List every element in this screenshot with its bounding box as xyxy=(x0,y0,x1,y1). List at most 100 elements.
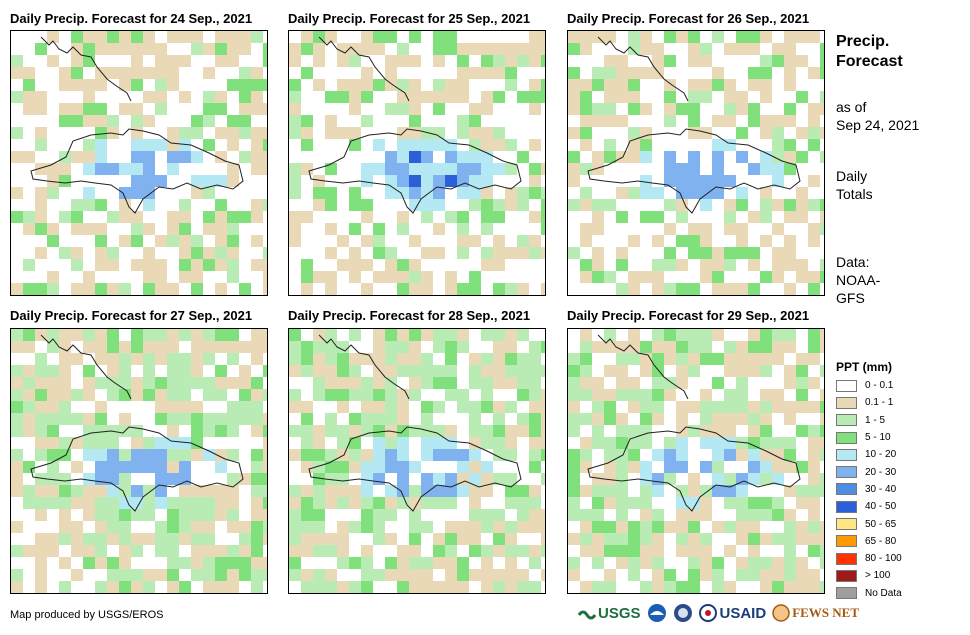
grid-cell xyxy=(409,79,421,91)
grid-cell xyxy=(592,389,604,401)
grid-cell xyxy=(263,223,267,235)
grid-cell xyxy=(481,353,493,365)
grid-cell xyxy=(251,211,263,223)
grid-cell xyxy=(131,509,143,521)
grid-cell xyxy=(592,271,604,283)
grid-cell xyxy=(604,55,616,67)
grid-cell xyxy=(263,55,267,67)
grid-cell xyxy=(568,259,580,271)
grid-cell xyxy=(313,283,325,295)
grid-cell xyxy=(724,437,736,449)
grid-cell xyxy=(95,199,107,211)
grid-cell xyxy=(107,341,119,353)
grid-cell xyxy=(263,187,267,199)
grid-cell xyxy=(385,139,397,151)
grid-cell xyxy=(517,31,529,43)
grid-cell xyxy=(616,365,628,377)
grid-cell xyxy=(337,329,349,341)
grid-cell xyxy=(604,329,616,341)
grid-cell xyxy=(664,175,676,187)
grid-cell xyxy=(155,283,167,295)
grid-cell xyxy=(143,31,155,43)
grid-cell xyxy=(167,163,179,175)
grid-cell xyxy=(493,175,505,187)
grid-cell xyxy=(409,545,421,557)
grid-cell xyxy=(433,389,445,401)
grid-cell xyxy=(107,365,119,377)
grid-cell xyxy=(760,341,772,353)
grid-cell xyxy=(517,521,529,533)
grid-cell xyxy=(676,163,688,175)
grid-cell xyxy=(481,163,493,175)
grid-cell xyxy=(640,497,652,509)
grid-cell xyxy=(349,377,361,389)
grid-cell xyxy=(493,569,505,581)
grid-cell xyxy=(59,497,71,509)
grid-cell xyxy=(59,389,71,401)
grid-cell xyxy=(628,187,640,199)
grid-cell xyxy=(652,127,664,139)
grid-cell xyxy=(179,329,191,341)
grid-cell xyxy=(760,509,772,521)
grid-cell xyxy=(131,473,143,485)
grid-cell xyxy=(568,545,580,557)
grid-cell xyxy=(529,43,541,55)
grid-cell xyxy=(313,223,325,235)
grid-cell xyxy=(11,521,23,533)
grid-cell xyxy=(23,259,35,271)
grid-cell xyxy=(796,461,808,473)
grid-cell xyxy=(23,569,35,581)
grid-cell xyxy=(808,401,820,413)
grid-cell xyxy=(676,437,688,449)
grid-cell xyxy=(568,31,580,43)
grid-cell xyxy=(47,413,59,425)
grid-cell xyxy=(47,43,59,55)
grid-cell xyxy=(83,163,95,175)
grid-cell xyxy=(457,389,469,401)
grid-cell xyxy=(529,533,541,545)
grid-cell xyxy=(772,199,784,211)
grid-cell xyxy=(808,199,820,211)
grid-cell xyxy=(784,127,796,139)
grid-cell xyxy=(652,31,664,43)
grid-cell xyxy=(47,557,59,569)
grid-cell xyxy=(349,509,361,521)
grid-cell xyxy=(289,341,301,353)
grid-cell xyxy=(373,235,385,247)
grid-cell xyxy=(385,521,397,533)
grid-cell xyxy=(796,401,808,413)
grid-cell xyxy=(688,497,700,509)
grid-cell xyxy=(568,509,580,521)
grid-cell xyxy=(179,247,191,259)
grid-cell xyxy=(541,473,545,485)
grid-cell xyxy=(47,545,59,557)
grid-cell xyxy=(361,79,373,91)
grid-cell xyxy=(203,55,215,67)
grid-cell xyxy=(568,151,580,163)
grid-cell xyxy=(541,449,545,461)
grid-cell xyxy=(505,365,517,377)
grid-cell xyxy=(445,223,457,235)
grid-cell xyxy=(736,235,748,247)
grid-cell xyxy=(203,115,215,127)
grid-cell xyxy=(481,103,493,115)
grid-cell xyxy=(361,533,373,545)
grid-cell xyxy=(23,329,35,341)
grid-cell xyxy=(820,79,824,91)
grid-cell xyxy=(760,223,772,235)
grid-cell xyxy=(469,223,481,235)
grid-cell xyxy=(616,569,628,581)
grid-cell xyxy=(493,581,505,593)
grid-cell xyxy=(640,329,652,341)
grid-cell xyxy=(59,223,71,235)
grid-cell xyxy=(385,235,397,247)
grid-cell xyxy=(652,581,664,593)
grid-cell xyxy=(167,247,179,259)
grid-cell xyxy=(155,91,167,103)
grid-cell xyxy=(409,437,421,449)
grid-cell xyxy=(772,187,784,199)
grid-cell xyxy=(155,43,167,55)
grid-cell xyxy=(676,67,688,79)
grid-cell xyxy=(820,187,824,199)
grid-cell xyxy=(421,557,433,569)
